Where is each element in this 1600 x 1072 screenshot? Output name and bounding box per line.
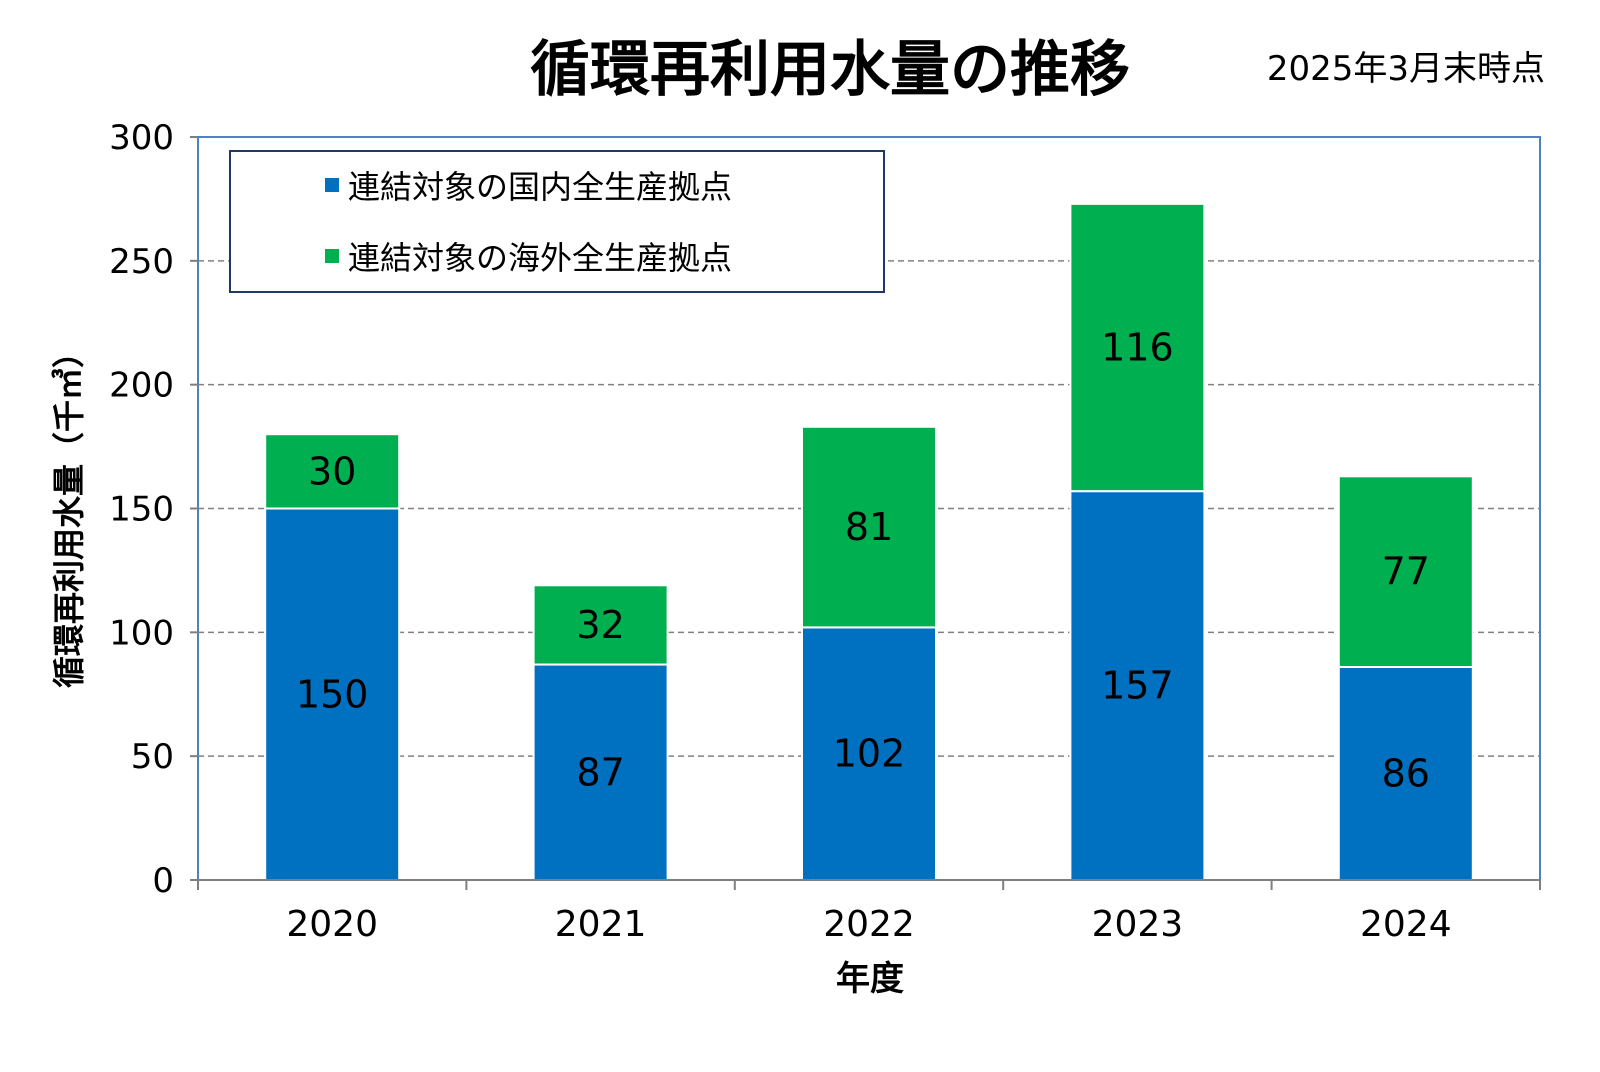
legend-label-overseas: 連結対象の海外全生産拠点 (348, 239, 732, 277)
bar-2024-overseas (1337, 475, 1474, 669)
data-label: 86 (1382, 752, 1430, 796)
data-label: 30 (308, 449, 356, 493)
data-label: 102 (833, 732, 906, 776)
x-axis-label: 年度 (836, 959, 904, 999)
data-label: 157 (1101, 664, 1174, 708)
y-tick-label: 300 (109, 118, 174, 158)
legend-swatch-domestic (325, 178, 339, 192)
bar-2021-overseas (532, 584, 669, 666)
bar-2020-domestic (264, 507, 401, 881)
data-label: 81 (845, 505, 893, 549)
bar-2023-domestic (1069, 490, 1206, 881)
bar-2022-overseas (801, 425, 937, 629)
y-tick-label: 100 (109, 613, 174, 653)
legend-label-domestic: 連結対象の国内全生産拠点 (348, 168, 732, 206)
bars: 150 30 87 32 102 81 157 116 86 77 (264, 202, 1474, 882)
y-tick-label: 200 (109, 366, 174, 406)
x-tick-label: 2024 (1360, 904, 1452, 945)
data-label: 150 (296, 672, 369, 716)
y-tick-label: 250 (109, 242, 174, 282)
x-tick-label: 2022 (823, 904, 915, 945)
data-label: 32 (576, 603, 624, 647)
x-tick-label: 2020 (286, 904, 378, 945)
y-tick-label: 50 (131, 737, 174, 777)
data-label: 87 (576, 750, 624, 794)
legend-box (229, 150, 885, 293)
y-tick-label: 0 (152, 861, 174, 901)
bar-2023-overseas (1069, 202, 1206, 493)
y-tick-label: 150 (109, 490, 174, 530)
x-tick-label: 2021 (555, 904, 647, 945)
data-label: 116 (1101, 326, 1174, 370)
axes: 0 50 100 150 200 250 300 2020 2021 2022 2023 2024 (109, 118, 1541, 945)
legend: 連結対象の国内全生産拠点 連結対象の海外全生産拠点 (229, 150, 885, 293)
bar-2024-domestic (1337, 666, 1474, 881)
legend-swatch-overseas (325, 249, 339, 263)
bar-2020-overseas (264, 433, 401, 510)
data-label: 77 (1382, 550, 1430, 594)
chart-subtitle: 2025年3月末時点 (1267, 49, 1545, 89)
y-axis-label: 循環再利用水量（千㎥） (50, 336, 88, 688)
chart-title: 循環再利用水量の推移 (530, 35, 1130, 105)
x-tick-label: 2023 (1092, 904, 1184, 945)
